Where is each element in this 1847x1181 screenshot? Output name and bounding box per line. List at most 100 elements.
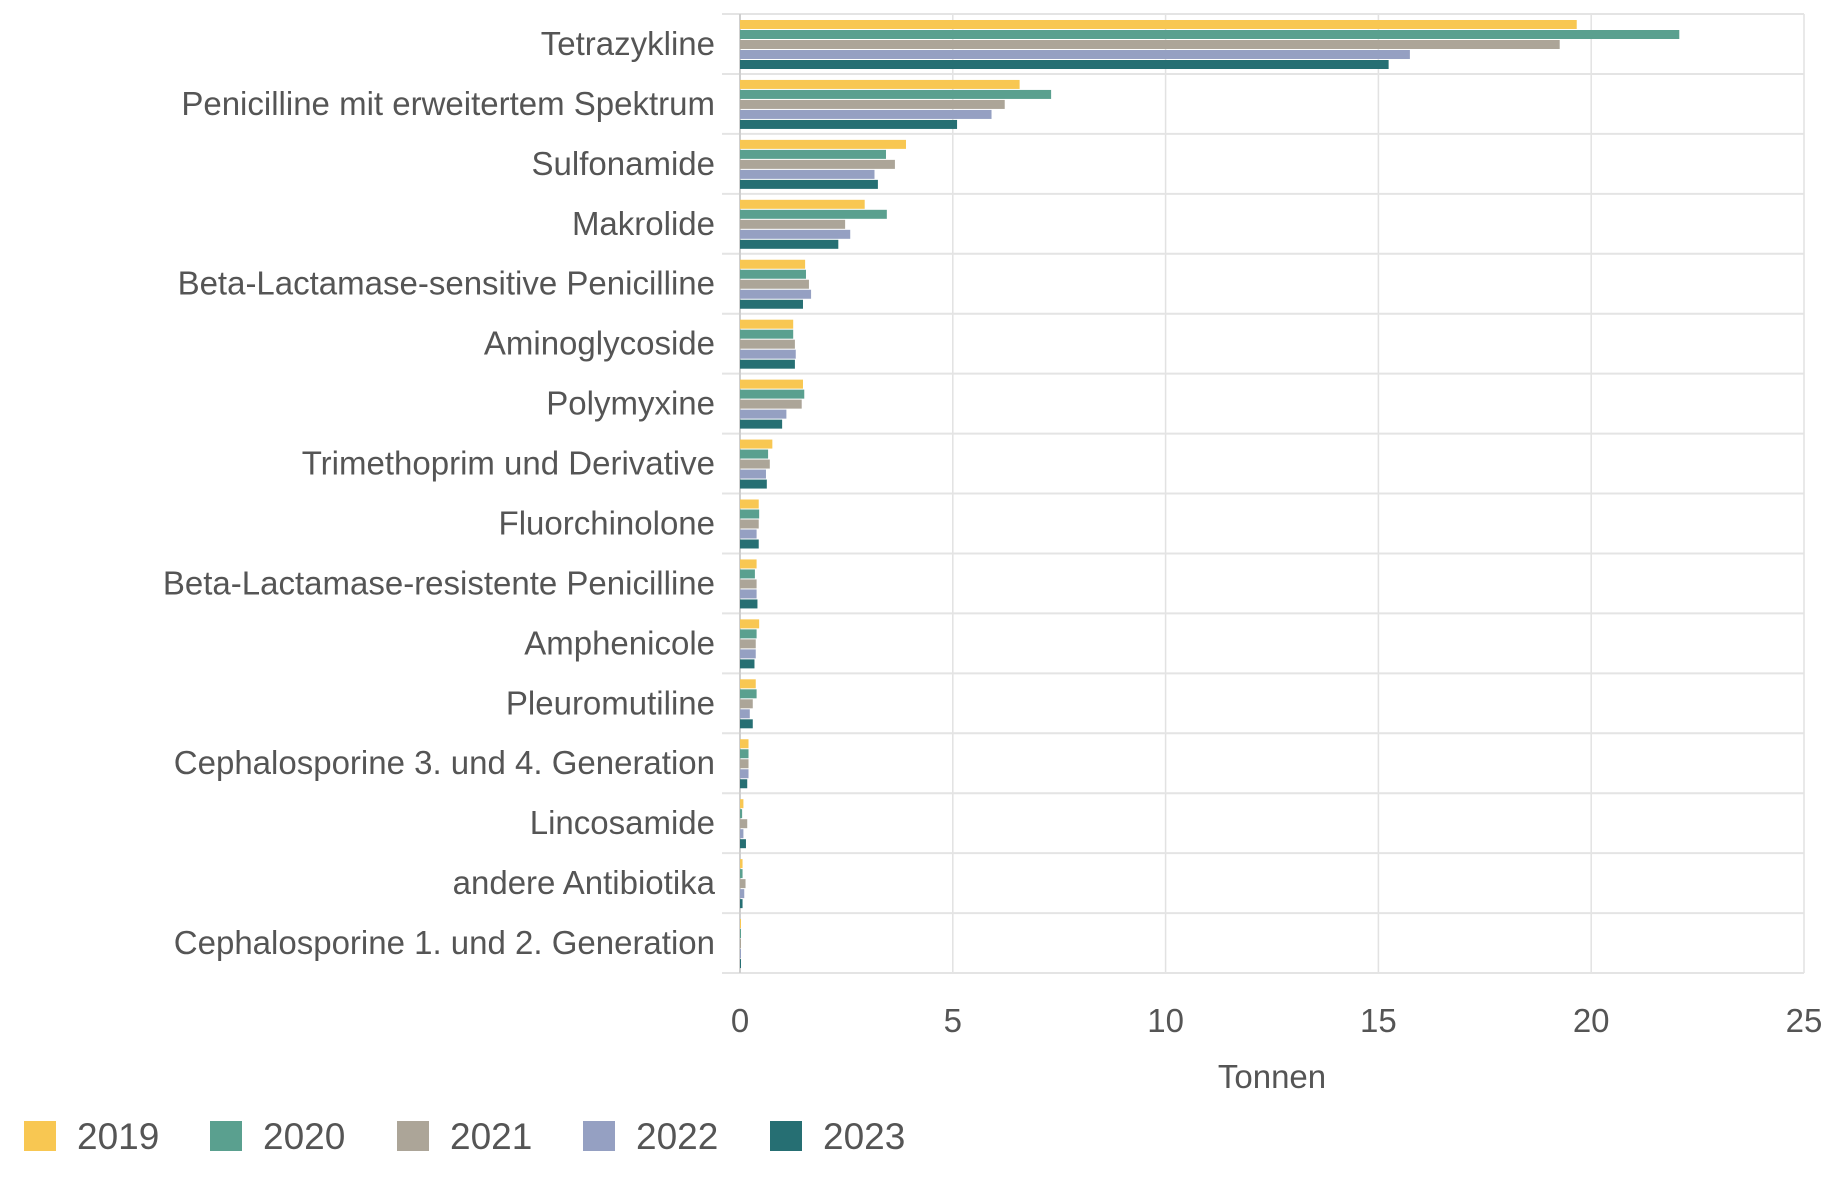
bar-2023 [740,419,783,429]
bar-2023 [740,299,803,309]
bar-2019 [740,439,773,449]
category-label: Beta-Lactamase-resistente Penicilline [163,564,715,601]
bar-2023 [740,659,755,669]
bar-2023 [740,479,767,489]
bar-2019 [740,379,803,389]
x-axis-title: Tonnen [1218,1058,1326,1095]
category-label: Aminoglycoside [484,325,715,362]
bar-2023 [740,179,878,189]
bar-2021 [740,519,759,529]
x-tick-label: 20 [1573,1002,1610,1039]
legend-swatch [210,1121,242,1151]
x-tick-label: 5 [944,1002,962,1039]
category-label: Cephalosporine 1. und 2. Generation [174,924,715,961]
legend-item-2020[interactable]: 2020 [210,1116,345,1157]
bar-2023 [740,119,958,129]
bar-2023 [740,539,759,549]
bar-2020 [740,389,805,399]
bar-2021 [740,99,1005,109]
bar-2021 [740,759,749,769]
bar-2020 [740,689,757,699]
bar-2021 [740,399,802,409]
legend-label: 2019 [77,1116,159,1157]
legend-item-2022[interactable]: 2022 [583,1116,718,1157]
category-label: Cephalosporine 3. und 4. Generation [174,744,715,781]
bar-2020 [740,209,887,219]
bars [740,20,1680,969]
legend-label: 2023 [823,1116,905,1157]
bar-2022 [740,169,875,179]
bar-2021 [740,819,748,829]
bar-2020 [740,749,749,759]
x-tick-label: 10 [1147,1002,1184,1039]
category-label: Lincosamide [530,804,715,841]
bar-2022 [740,409,787,419]
legend-swatch [397,1121,429,1151]
bar-2023 [740,899,743,909]
bar-2022 [740,50,1410,59]
bar-2019 [740,919,741,929]
bar-2021 [740,339,795,349]
bar-2019 [740,559,757,569]
bar-2021 [740,279,809,289]
legend-swatch [770,1121,802,1151]
bar-2022 [740,529,757,539]
category-label: Tetrazykline [541,25,715,62]
bar-2019 [740,139,906,149]
legend-item-2021[interactable]: 2021 [397,1116,532,1157]
bar-2020 [740,929,741,939]
legend-label: 2020 [263,1116,345,1157]
legend-label: 2022 [636,1116,718,1157]
legend: 2019 2020 2021 2022 2023 [24,1116,905,1157]
x-axis-ticks: 0 5 10 15 20 25 [731,1002,1823,1039]
category-label: Makrolide [572,205,715,242]
bar-2022 [740,589,757,599]
bar-2021 [740,159,895,169]
bar-2020 [740,509,760,519]
bar-2022 [740,469,766,479]
bar-2021 [740,40,1560,49]
bar-2019 [740,619,760,629]
x-tick-label: 25 [1786,1002,1823,1039]
bar-2019 [740,739,749,749]
bar-2019 [740,20,1577,29]
legend-item-2023[interactable]: 2023 [770,1116,905,1157]
bar-2022 [740,949,741,959]
legend-swatch [583,1121,615,1151]
bar-2022 [740,349,796,359]
bar-2021 [740,459,770,469]
bar-2021 [740,639,756,649]
bar-2021 [740,579,757,589]
bar-2020 [740,30,1680,39]
bar-2021 [740,939,741,949]
bar-2019 [740,859,743,869]
bar-2019 [740,199,865,209]
bar-2019 [740,799,744,809]
bar-2020 [740,809,743,819]
bar-2021 [740,699,753,709]
gridlines [722,13,1805,974]
bar-2022 [740,709,750,719]
bar-2019 [740,79,1020,89]
bar-2023 [740,719,753,729]
bar-2022 [740,829,744,839]
category-label: Polymyxine [546,385,715,422]
bar-2020 [740,449,769,459]
category-label: Amphenicole [524,624,715,661]
bar-2022 [740,229,851,239]
bar-2020 [740,269,806,279]
category-label: Fluorchinolone [499,504,715,541]
legend-swatch [24,1121,56,1151]
bar-2023 [740,239,839,249]
bar-2020 [740,869,743,879]
bar-2019 [740,259,806,269]
category-label: Trimethoprim und Derivative [302,445,715,482]
bar-2022 [740,289,812,299]
bar-2020 [740,629,757,639]
bar-2019 [740,679,756,689]
legend-item-2019[interactable]: 2019 [24,1116,159,1157]
bar-2021 [740,879,746,889]
bar-2021 [740,219,846,229]
bar-2023 [740,599,758,609]
